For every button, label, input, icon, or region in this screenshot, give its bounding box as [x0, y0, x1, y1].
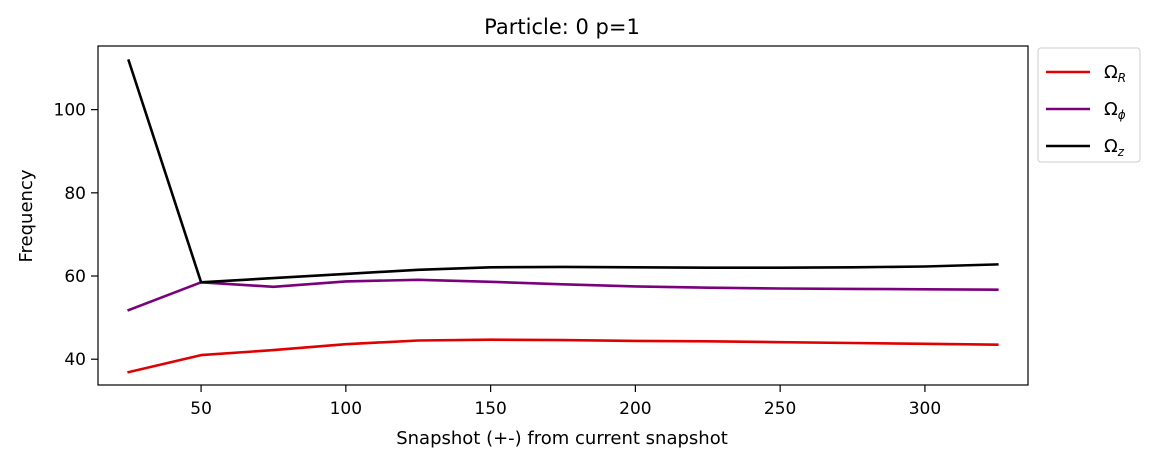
legend-box — [1037, 47, 1141, 163]
y-tick-label: 40 — [64, 350, 86, 370]
legend-label-2: Ωϕ — [1104, 99, 1126, 122]
y-tick-label: 80 — [64, 184, 86, 204]
x-axis: 50 100 150 200 250 300 — [190, 385, 941, 419]
axes-frame — [97, 45, 1029, 386]
y-axis-label: Frequency — [16, 169, 37, 262]
series-line-3 — [127, 58, 999, 284]
legend-items: ΩR Ωϕ Ωz — [1046, 62, 1126, 159]
x-tick-label: 300 — [909, 399, 941, 419]
legend: ΩR Ωϕ Ωz — [1037, 47, 1141, 163]
legend-label-3: Ωz — [1104, 136, 1125, 159]
x-tick-label: 200 — [619, 399, 651, 419]
legend-label-1: ΩR — [1104, 62, 1126, 85]
x-tick-label: 250 — [764, 399, 796, 419]
x-tick-label: 150 — [474, 399, 506, 419]
x-axis-label: Snapshot (+-) from current snapshot — [396, 428, 728, 449]
series-line-1 — [127, 338, 999, 374]
x-tick-label: 50 — [190, 399, 212, 419]
y-tick-label: 60 — [64, 267, 86, 287]
y-tick-label: 100 — [54, 101, 86, 121]
y-axis: 40 60 80 100 — [54, 101, 98, 370]
series-line-2 — [127, 278, 999, 312]
plot-area — [127, 58, 999, 374]
x-tick-label: 100 — [330, 399, 362, 419]
chart-title: Particle: 0 p=1 — [484, 15, 640, 39]
